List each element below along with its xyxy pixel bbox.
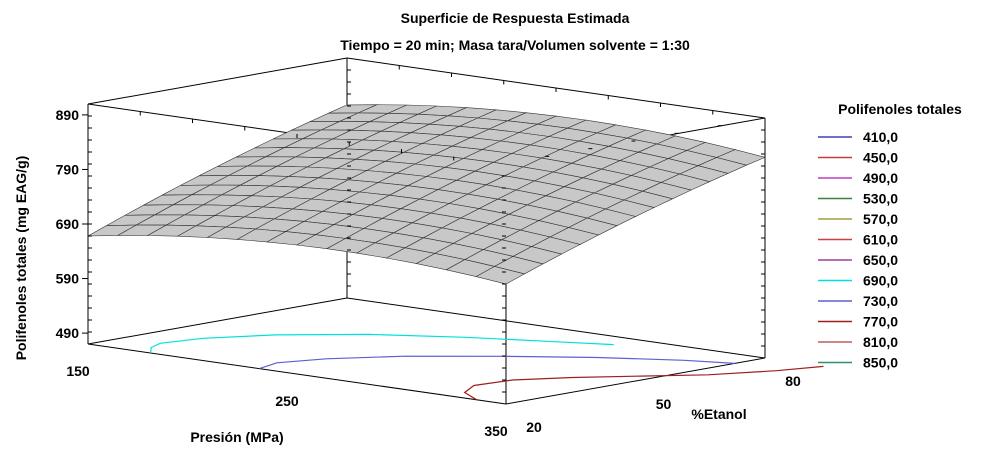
box-edge <box>346 297 766 359</box>
response-surface <box>87 104 766 285</box>
legend: Polifenoles totales 410,0 450,0 490,0 530,0… <box>818 101 962 371</box>
legend-label: 490,0 <box>863 170 898 186</box>
legend-title: Polifenoles totales <box>838 101 962 117</box>
z-tick-label: 590 <box>56 271 80 287</box>
legend-label: 530,0 <box>863 191 898 207</box>
x-tick-label: 350 <box>484 423 508 439</box>
floor-contours <box>150 333 824 401</box>
legend-label: 850,0 <box>863 355 898 371</box>
y-tick-label: 20 <box>526 419 542 435</box>
z-axis-label: Polifenoles totales (mg EAG/g) <box>13 156 29 361</box>
contour-line <box>150 333 614 354</box>
legend-label: 650,0 <box>863 252 898 268</box>
contour-line <box>259 355 735 370</box>
contour-line <box>463 365 824 401</box>
y-tick-label: 50 <box>656 396 672 412</box>
z-tick-label: 490 <box>56 325 80 341</box>
y-tick-label: 80 <box>785 373 801 389</box>
z-tick-label: 890 <box>56 107 80 123</box>
chart-title: Superficie de Respuesta Estimada <box>401 10 630 26</box>
y-axis-label: %Etanol <box>691 406 746 422</box>
x-axis-label: Presión (MPa) <box>190 429 283 445</box>
box-edge <box>87 57 348 105</box>
legend-label: 610,0 <box>863 232 898 248</box>
chart-subtitle: Tiempo = 20 min; Masa tara/Volumen solve… <box>340 37 690 53</box>
box-edge <box>87 343 507 405</box>
legend-label: 410,0 <box>863 129 898 145</box>
legend-label: 570,0 <box>863 211 898 227</box>
axis-ticks: 490 590 690 790 890 150 250 350 20 50 80 <box>56 65 801 439</box>
z-tick-label: 790 <box>56 161 80 177</box>
legend-label: 450,0 <box>863 150 898 166</box>
legend-label: 810,0 <box>863 334 898 350</box>
box-edge <box>87 297 348 345</box>
box-edge <box>505 357 766 405</box>
x-tick-label: 250 <box>275 393 299 409</box>
x-tick-label: 150 <box>66 363 90 379</box>
legend-label: 730,0 <box>863 293 898 309</box>
legend-label: 690,0 <box>863 273 898 289</box>
z-tick-label: 690 <box>56 216 80 232</box>
surface-patch <box>475 266 526 285</box>
legend-label: 770,0 <box>863 314 898 330</box>
